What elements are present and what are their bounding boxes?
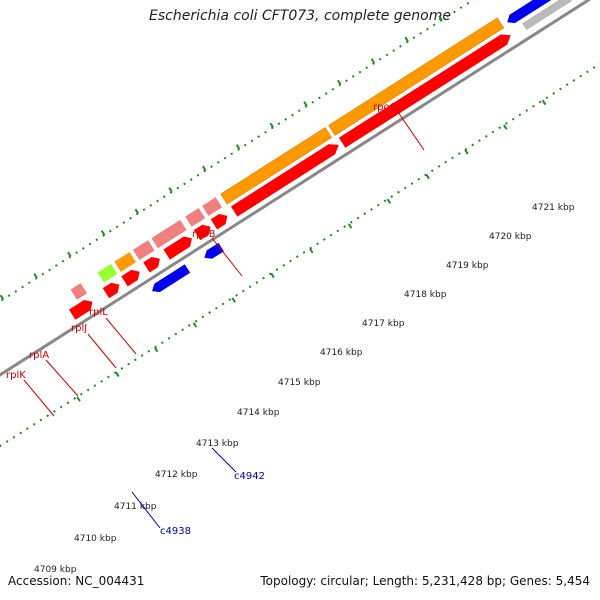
cds-rpoC[interactable] bbox=[338, 30, 514, 148]
cds-rplK[interactable] bbox=[143, 254, 163, 273]
scale-label: 4714 kbp bbox=[237, 408, 280, 418]
genome-backbone bbox=[0, 0, 600, 466]
scale-label: 4719 kbp bbox=[446, 261, 489, 271]
cds-left-3[interactable] bbox=[68, 297, 96, 320]
gene-green-small[interactable] bbox=[97, 263, 118, 283]
label-rpoB[interactable]: rpoB bbox=[192, 229, 216, 240]
cds-rplJ[interactable] bbox=[193, 222, 214, 241]
genome-title: Escherichia coli CFT073, complete genome bbox=[149, 8, 451, 24]
cds-rpoB[interactable] bbox=[230, 140, 342, 217]
inner-ticks bbox=[76, 99, 547, 402]
scale-label: 4710 kbp bbox=[74, 534, 117, 544]
gene-rplK-forward[interactable] bbox=[132, 240, 155, 261]
gene-c4938[interactable] bbox=[149, 264, 191, 295]
scale-label: 4718 kbp bbox=[404, 290, 447, 300]
genome-summary: Topology: circular; Length: 5,231,428 bp… bbox=[260, 574, 590, 588]
scale-labels: 4709 kbp 4710 kbp 4711 kbp 4712 kbp 4713… bbox=[34, 203, 575, 575]
gene-rplA-forward[interactable] bbox=[151, 219, 187, 249]
label-rplL[interactable]: rplL bbox=[89, 307, 108, 318]
scale-label: 4713 kbp bbox=[196, 439, 239, 449]
gene-rpoC-forward[interactable] bbox=[328, 17, 505, 136]
gene-pink-left[interactable] bbox=[70, 283, 88, 300]
label-rplK[interactable]: rplK bbox=[6, 370, 26, 381]
scale-label: 4720 kbp bbox=[489, 232, 532, 242]
gene-rplL-forward[interactable] bbox=[202, 197, 223, 216]
gene-blue-right[interactable] bbox=[504, 0, 558, 26]
forward-strand-genes bbox=[70, 17, 505, 300]
gene-orange-small[interactable] bbox=[114, 252, 137, 272]
outer-ticks bbox=[0, 15, 443, 300]
scale-label: 4715 kbp bbox=[278, 378, 321, 388]
gene-rplJ-forward[interactable] bbox=[185, 208, 206, 227]
scale-label: 4712 kbp bbox=[155, 470, 198, 480]
cds-rplA[interactable] bbox=[163, 233, 195, 260]
cds-right-grey[interactable] bbox=[522, 0, 572, 31]
inner-scale-track bbox=[0, 19, 600, 516]
cds-row bbox=[68, 0, 572, 320]
label-c4938[interactable]: c4938 bbox=[160, 526, 191, 537]
scale-label: 4721 kbp bbox=[532, 203, 575, 213]
scale-label: 4717 kbp bbox=[362, 319, 405, 329]
scale-label: 4711 kbp bbox=[114, 502, 157, 512]
gene-labels: rpoC rpoB rplL rplJ rplA rplK c4942 c493… bbox=[6, 102, 397, 537]
accession-text: Accession: NC_004431 bbox=[8, 574, 145, 588]
label-rplJ[interactable]: rplJ bbox=[71, 323, 87, 334]
label-leaders bbox=[23, 111, 425, 529]
scale-label: 4716 kbp bbox=[320, 348, 363, 358]
label-rpoC[interactable]: rpoC bbox=[373, 102, 397, 113]
cds-rplL[interactable] bbox=[210, 211, 231, 230]
cds-left-1[interactable] bbox=[121, 267, 143, 287]
label-c4942[interactable]: c4942 bbox=[234, 471, 265, 482]
gene-rpoB-forward[interactable] bbox=[220, 127, 333, 205]
cds-left-2[interactable] bbox=[102, 280, 123, 299]
label-rplA[interactable]: rplA bbox=[29, 350, 49, 361]
scale-label: 4709 kbp bbox=[34, 565, 77, 575]
outer-dotted-track bbox=[0, 0, 600, 414]
